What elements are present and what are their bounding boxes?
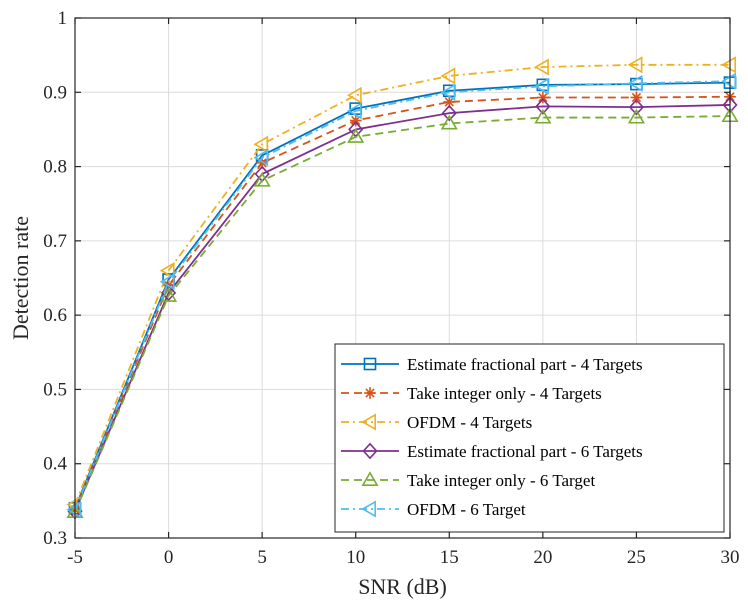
x-tick-label: 15 [440, 547, 459, 568]
x-tick-label: 25 [627, 547, 646, 568]
series-line [74, 115, 731, 513]
marker-diamond [628, 98, 645, 116]
marker-asterisk-stroke [365, 388, 375, 398]
marker-diamond [535, 98, 551, 115]
marker-triangle-up [627, 108, 645, 124]
y-tick-label: 0.9 [43, 82, 67, 103]
y-tick-label: 0.8 [43, 157, 67, 178]
x-tick-label: 10 [346, 547, 365, 568]
marker-triangle-left [534, 58, 549, 76]
legend-box [334, 343, 725, 533]
marker-triangle-up [361, 471, 379, 487]
x-tick-label: 20 [533, 547, 552, 568]
y-tick-label: 0.3 [43, 528, 67, 549]
plot-area: -5 0 5 10 15 20 25 30 0.3 0.4 0.5 0.6 0.7 0.8 0.9 1 Esti… [43, 8, 739, 568]
marker-triangle-left [346, 102, 362, 120]
x-tick-label: 5 [257, 547, 267, 568]
legend-label: OFDM - 6 Target [407, 500, 526, 519]
marker-asterisk-stroke [444, 97, 454, 107]
series-line [74, 80, 731, 511]
series-line [74, 63, 730, 505]
marker-triangle-up [534, 108, 552, 124]
series-line [74, 104, 731, 512]
legend-label: Take integer only - 4 Targets [407, 384, 602, 403]
marker-triangle-left [361, 500, 377, 518]
series-line [74, 95, 731, 511]
marker-asterisk [364, 387, 376, 399]
marker-asterisk-stroke [538, 92, 548, 103]
x-tick-label: -5 [67, 547, 83, 568]
legend: Estimate fractional part - 4 Targets Take… [334, 343, 725, 533]
legend-item: OFDM - 4 Targets [341, 413, 532, 432]
marker-triangle-left [66, 501, 81, 519]
marker-square [363, 357, 377, 371]
legend-label: OFDM - 4 Targets [407, 413, 532, 432]
marker-triangle-left [721, 56, 737, 74]
marker-diamond [441, 104, 457, 122]
marker-triangle-left [440, 83, 456, 101]
legend-label: Estimate fractional part - 6 Targets [407, 442, 643, 461]
legend-item: Estimate fractional part - 4 Targets [341, 355, 643, 374]
marker-triangle-left [159, 262, 175, 280]
marker-asterisk-stroke [351, 115, 361, 126]
marker-triangle-up [160, 287, 178, 302]
series-line [74, 81, 731, 509]
marker-asterisk-stroke [257, 158, 267, 168]
series-6 [66, 72, 737, 519]
marker-triangle-up [253, 171, 271, 187]
marker-triangle-left [627, 74, 643, 92]
y-tick-label: 0.7 [43, 231, 67, 252]
y-tick-label: 0.4 [43, 454, 67, 475]
x-tick-label: 30 [721, 547, 740, 568]
marker-asterisk [349, 114, 362, 127]
marker-diamond [362, 442, 378, 460]
y-tick-label: 1 [58, 8, 68, 29]
marker-triangle-left [253, 149, 269, 167]
x-axis-label: SNR (dB) [358, 574, 447, 599]
legend-item: Take integer only - 6 Target [341, 471, 595, 490]
marker-triangle-left [346, 86, 362, 104]
ticks: -5 0 5 10 15 20 25 30 0.3 0.4 0.5 0.6 0.7 0.8 0.9 1 [43, 8, 739, 568]
marker-triangle-left [627, 56, 643, 74]
marker-triangle-left [721, 72, 737, 90]
marker-triangle-left [253, 135, 269, 153]
legend-item: OFDM - 6 Target [341, 500, 526, 519]
marker-triangle-left [159, 273, 175, 291]
marker-asterisk [630, 91, 643, 104]
marker-triangle-left [361, 413, 377, 431]
y-tick-label: 0.6 [43, 305, 67, 326]
marker-triangle-up [440, 114, 458, 130]
y-tick-label: 0.5 [43, 379, 67, 400]
legend-item: Estimate fractional part - 6 Targets [341, 442, 643, 461]
marker-triangle-up [347, 128, 365, 143]
x-tick-label: 0 [164, 547, 174, 568]
marker-triangle-left [440, 67, 456, 85]
marker-asterisk [537, 91, 549, 104]
legend-item: Take integer only - 4 Targets [341, 384, 602, 403]
marker-triangle-left [534, 77, 549, 95]
legend-label: Take integer only - 6 Target [407, 471, 595, 490]
legend-label: Estimate fractional part - 4 Targets [407, 355, 643, 374]
y-axis-label: Detection rate [8, 216, 33, 340]
axes-box [74, 17, 731, 539]
marker-asterisk-stroke [631, 92, 642, 103]
